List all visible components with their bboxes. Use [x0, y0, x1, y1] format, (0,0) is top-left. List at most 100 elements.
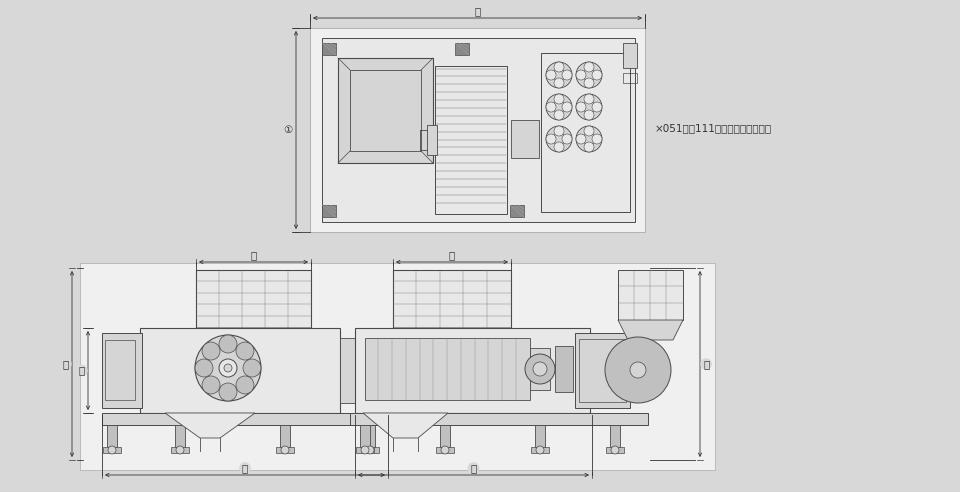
- Circle shape: [576, 94, 602, 120]
- Circle shape: [281, 446, 289, 454]
- Circle shape: [554, 126, 564, 136]
- Circle shape: [546, 94, 572, 120]
- Text: Ⓑ: Ⓑ: [251, 250, 256, 260]
- Bar: [322, 38, 635, 222]
- Circle shape: [576, 126, 602, 152]
- Bar: [360, 425, 370, 447]
- Circle shape: [236, 376, 254, 394]
- Circle shape: [605, 337, 671, 403]
- Circle shape: [554, 62, 564, 72]
- Bar: [322, 205, 336, 217]
- Bar: [510, 205, 524, 217]
- Circle shape: [441, 446, 449, 454]
- Circle shape: [584, 110, 594, 120]
- Bar: [618, 270, 683, 320]
- Bar: [365, 425, 375, 447]
- Circle shape: [366, 446, 374, 454]
- Text: Ⓒ: Ⓒ: [79, 366, 85, 375]
- Bar: [623, 43, 637, 68]
- Circle shape: [592, 134, 602, 144]
- Bar: [340, 338, 358, 403]
- Bar: [361, 447, 379, 453]
- Circle shape: [562, 70, 572, 80]
- Text: Ⓖ: Ⓖ: [703, 359, 709, 369]
- Circle shape: [592, 70, 602, 80]
- Bar: [338, 58, 433, 163]
- Bar: [175, 425, 185, 447]
- Text: Ⓕ: Ⓕ: [242, 463, 248, 473]
- Bar: [555, 346, 573, 392]
- Bar: [276, 447, 294, 453]
- Bar: [427, 125, 437, 155]
- Bar: [102, 413, 388, 425]
- Bar: [350, 413, 648, 425]
- Text: ×051及び111は形が異なります。: ×051及び111は形が異なります。: [655, 123, 772, 133]
- Circle shape: [584, 142, 594, 152]
- Circle shape: [195, 335, 261, 401]
- Circle shape: [576, 134, 586, 144]
- Circle shape: [236, 342, 254, 360]
- Bar: [541, 53, 630, 212]
- Circle shape: [219, 383, 237, 401]
- Bar: [579, 339, 626, 402]
- Circle shape: [611, 446, 619, 454]
- Bar: [436, 447, 454, 453]
- Polygon shape: [196, 328, 311, 366]
- Bar: [310, 28, 645, 232]
- Bar: [623, 73, 637, 83]
- Circle shape: [554, 94, 564, 104]
- Circle shape: [108, 446, 116, 454]
- Polygon shape: [618, 320, 683, 340]
- Circle shape: [576, 102, 586, 112]
- Bar: [530, 348, 550, 390]
- Circle shape: [630, 362, 646, 378]
- Bar: [606, 447, 624, 453]
- Circle shape: [576, 62, 602, 88]
- Bar: [356, 447, 374, 453]
- Bar: [196, 270, 311, 328]
- Circle shape: [546, 134, 556, 144]
- Circle shape: [243, 359, 261, 377]
- Circle shape: [202, 342, 220, 360]
- Bar: [393, 270, 511, 328]
- Circle shape: [576, 70, 586, 80]
- Circle shape: [546, 126, 572, 152]
- Circle shape: [202, 376, 220, 394]
- Circle shape: [219, 359, 237, 377]
- Circle shape: [224, 364, 232, 372]
- Circle shape: [546, 62, 572, 88]
- Text: Ⓐ: Ⓐ: [449, 250, 455, 260]
- Polygon shape: [363, 413, 448, 438]
- Text: ⓗ: ⓗ: [474, 6, 481, 16]
- Circle shape: [584, 126, 594, 136]
- Text: Ⓔ: Ⓔ: [470, 463, 476, 473]
- Bar: [365, 338, 530, 400]
- Circle shape: [219, 335, 237, 353]
- Bar: [455, 43, 469, 55]
- Circle shape: [554, 110, 564, 120]
- Bar: [511, 120, 539, 158]
- Bar: [322, 43, 336, 55]
- Text: Ⓓ: Ⓓ: [62, 359, 69, 369]
- Bar: [355, 328, 590, 413]
- Bar: [105, 340, 135, 400]
- Circle shape: [554, 142, 564, 152]
- Bar: [280, 425, 290, 447]
- Bar: [80, 263, 715, 470]
- Polygon shape: [165, 413, 255, 438]
- Bar: [102, 333, 142, 408]
- Bar: [531, 447, 549, 453]
- Circle shape: [592, 102, 602, 112]
- Bar: [107, 425, 117, 447]
- Circle shape: [536, 446, 544, 454]
- Circle shape: [546, 102, 556, 112]
- Bar: [440, 425, 450, 447]
- Bar: [610, 425, 620, 447]
- Bar: [435, 66, 507, 214]
- Circle shape: [195, 359, 213, 377]
- Text: ①: ①: [284, 125, 293, 135]
- Bar: [140, 328, 340, 413]
- Bar: [358, 350, 388, 391]
- Circle shape: [584, 78, 594, 88]
- Circle shape: [584, 62, 594, 72]
